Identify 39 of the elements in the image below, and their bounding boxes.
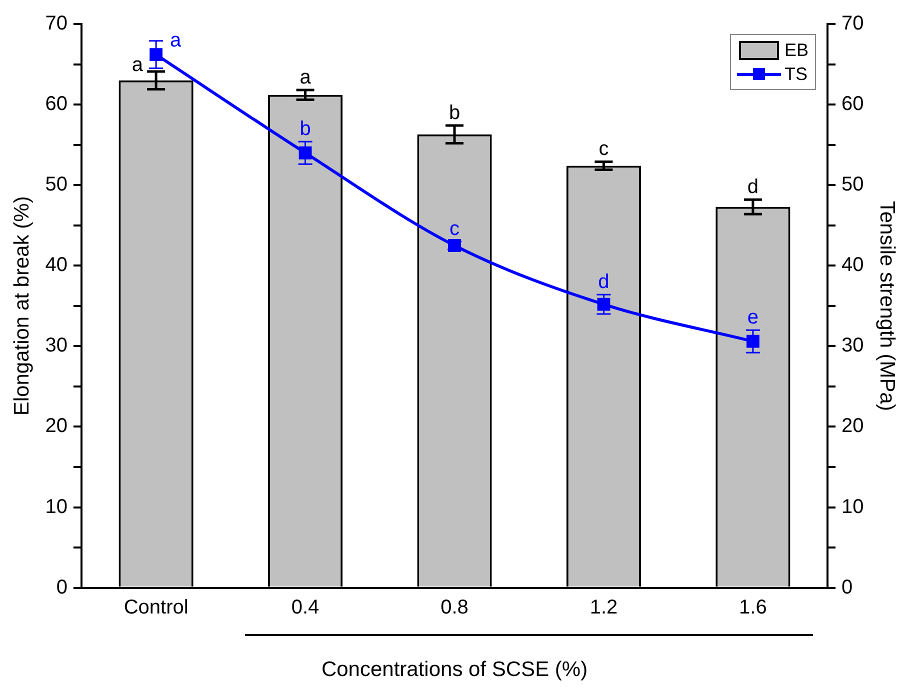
y-tick-label: 40 [45,254,68,276]
y2-tick-label: 20 [842,415,864,438]
x-tick-label: 1.2 [590,596,618,618]
data-label: a [300,66,312,89]
y-tick-label: 60 [45,93,68,116]
y-tick-label: 50 [45,174,68,196]
data-label: a [132,54,144,76]
x-axis-title: Concentrations of SCSE (%) [321,658,588,682]
point [150,48,163,62]
legend-label: TS [784,64,808,84]
x-tick-label: 0.8 [440,596,468,618]
y2-tick-label: 60 [842,93,864,116]
x-tick-label: 1.6 [739,596,767,618]
legend-label: EB [784,40,809,60]
point [746,334,760,348]
data-label: a [170,29,182,52]
data-label: c [598,138,609,160]
data-label: d [747,176,759,198]
y2-tick-label: 0 [842,576,853,598]
data-label: c [450,218,460,240]
data-label: e [747,306,759,329]
data-label: b [300,118,311,140]
y2-axis-title: Tensile strength (MPa) [876,200,899,411]
data-label: d [598,271,610,294]
x-tick-label: Control [124,596,188,618]
y2-tick-label: 30 [842,334,864,357]
x-tick-label: 0.4 [291,596,320,618]
y-tick-label: 20 [45,415,68,438]
y2-tick-label: 10 [842,496,864,518]
y-tick-label: 10 [45,496,68,518]
y-tick-label: 0 [56,576,68,598]
y2-tick-label: 40 [842,254,864,276]
y2-tick-label: 70 [842,12,864,35]
y2-tick-label: 50 [842,174,864,196]
y-tick-label: 70 [45,12,68,35]
data-label: b [448,102,460,124]
point [298,146,312,160]
y-tick-label: 30 [45,334,68,357]
y-axis-title: Elongation at break (%) [10,196,34,416]
